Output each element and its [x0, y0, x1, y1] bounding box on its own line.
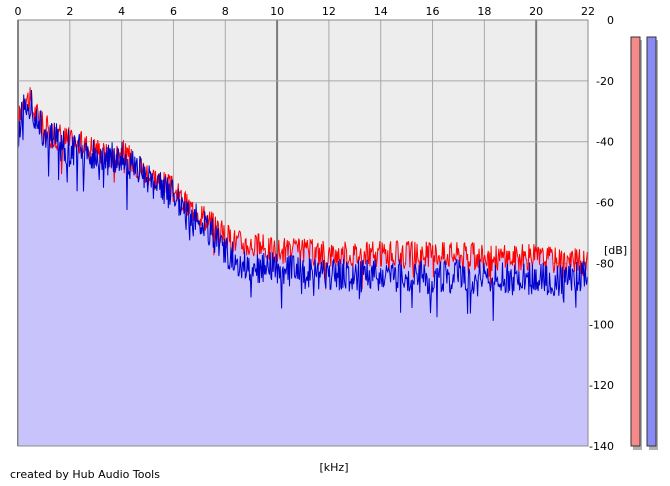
- x-tick-label: 2: [66, 5, 73, 18]
- y-tick-label: -120: [589, 379, 614, 392]
- y-axis-unit-label: [dB]: [604, 244, 627, 257]
- level-meters: [630, 36, 658, 450]
- y-tick-label: -100: [589, 318, 614, 331]
- channel-1-line: [17, 87, 589, 292]
- x-tick-label: 14: [374, 5, 388, 18]
- x-tick-label: 8: [222, 5, 229, 18]
- x-tick-label: 22: [581, 5, 595, 18]
- y-tick-label: 0: [607, 14, 614, 27]
- level-meter-bar: [630, 36, 641, 447]
- x-axis-unit-label: [kHz]: [320, 461, 349, 474]
- x-tick-label: 4: [118, 5, 125, 18]
- y-tick-label: -80: [596, 257, 614, 270]
- y-tick-label: -140: [589, 440, 614, 453]
- x-tick-label: 16: [426, 5, 440, 18]
- level-meter-bar: [646, 36, 657, 447]
- x-tick-label: 6: [170, 5, 177, 18]
- x-tick-label: 20: [529, 5, 543, 18]
- plot-frame: [17, 19, 589, 447]
- axes: 0 2 4 6 8 10 12 14 16 18 20 22 0 -20 -40 -60 -80 -100 -120…: [15, 5, 615, 453]
- channel-2-line: [17, 89, 589, 321]
- x-tick-label: 18: [477, 5, 491, 18]
- x-tick-label: 10: [270, 5, 284, 18]
- y-tick-label: -60: [596, 197, 614, 210]
- y-tick-label: -40: [596, 136, 614, 149]
- x-tick-label: 12: [322, 5, 336, 18]
- credit-text: created by Hub Audio Tools: [10, 468, 160, 481]
- y-tick-label: -20: [596, 75, 614, 88]
- x-tick-label: 0: [15, 5, 22, 18]
